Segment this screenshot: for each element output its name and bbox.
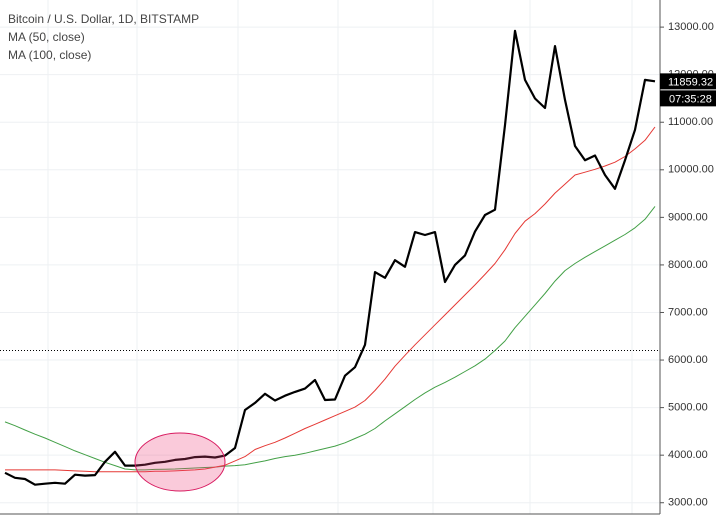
grid [0, 26, 660, 504]
vertical-grid [47, 0, 633, 514]
series-line [4, 206, 656, 471]
legend-entry: MA (50, close) [8, 30, 85, 44]
y-tick-label: 9000.00 [668, 211, 708, 223]
plot [0, 29, 660, 486]
price-badge [660, 73, 716, 90]
legend-title: Bitcoin / U.S. Dollar, 1D, BITSTAMP [8, 12, 199, 26]
price-label: 11859.32 [668, 76, 713, 88]
series-line [5, 126, 656, 473]
y-tick-label: 8000.00 [668, 259, 708, 271]
y-tick-label: 3000.00 [668, 497, 708, 509]
y-tick-label: 6000.00 [668, 354, 708, 366]
y-axis: 3000.00 4000.00 5000.00 6000.00 7000.00 8000.… [660, 21, 716, 509]
legend-entry: MA (100, close) [8, 48, 91, 62]
y-tick-label: 5000.00 [668, 402, 708, 414]
y-tick-label: 13000.00 [668, 21, 714, 33]
countdown-label: 07:35:28 [669, 93, 712, 105]
y-tick-label: 11000.00 [668, 116, 713, 128]
countdown-badge [660, 90, 716, 107]
series-line [4, 29, 656, 486]
y-tick-label: 10000.00 [668, 164, 714, 176]
y-tick-label: 7000.00 [668, 306, 708, 318]
y-tick-label: 4000.00 [668, 449, 708, 461]
highlight-ellipse [134, 432, 226, 492]
